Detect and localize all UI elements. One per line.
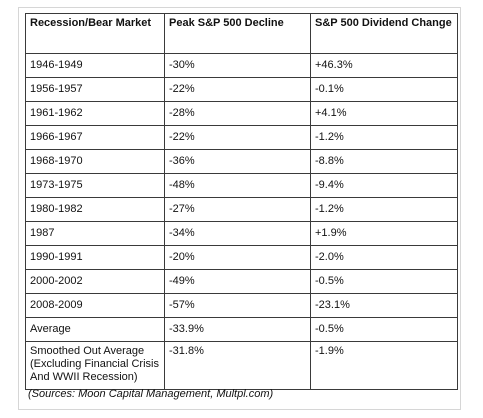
decline-cell: -30% [164,53,311,78]
decline-cell: -36% [164,149,311,174]
dividend-change-cell: +46.3% [310,53,458,78]
decline-cell: -22% [164,125,311,150]
period-cell: 1980-1982 [25,197,165,222]
dividend-change-cell: -9.4% [310,173,458,198]
table-row: 1968-1970 -36% -8.8% [25,149,458,174]
dividend-change-cell: +4.1% [310,101,458,126]
column-header-dividend-change: S&P 500 Dividend Change [310,13,458,54]
period-cell: 1987 [25,221,165,246]
decline-cell: -22% [164,77,311,102]
decline-cell: -48% [164,173,311,198]
table-row: 1980-1982 -27% -1.2% [25,197,458,222]
dividend-change-cell: -8.8% [310,149,458,174]
period-cell: 1956-1957 [25,77,165,102]
recession-dividend-table: Recession/Bear Market Peak S&P 500 Decli… [25,13,458,390]
column-header-peak-decline: Peak S&P 500 Decline [164,13,311,54]
table-row: 1987 -34% +1.9% [25,221,458,246]
table-row: 2008-2009 -57% -23.1% [25,293,458,318]
decline-cell: -28% [164,101,311,126]
table-row: 2000-2002 -49% -0.5% [25,269,458,294]
period-cell: Smoothed Out Average (Excluding Financia… [25,341,165,390]
dividend-change-cell: -1.9% [310,341,458,390]
column-header-recession: Recession/Bear Market [25,13,165,54]
table-row: 1956-1957 -22% -0.1% [25,77,458,102]
period-cell: 1946-1949 [25,53,165,78]
period-cell: 1968-1970 [25,149,165,174]
decline-cell: -34% [164,221,311,246]
decline-cell: -49% [164,269,311,294]
dividend-change-cell: -2.0% [310,245,458,270]
period-cell: 1966-1967 [25,125,165,150]
table-row-smoothed-average: Smoothed Out Average (Excluding Financia… [25,341,458,390]
dividend-change-cell: -23.1% [310,293,458,318]
table-row: 1946-1949 -30% +46.3% [25,53,458,78]
period-cell: 1973-1975 [25,173,165,198]
decline-cell: -57% [164,293,311,318]
period-cell: Average [25,317,165,342]
dividend-change-cell: -0.5% [310,269,458,294]
period-cell: 2000-2002 [25,269,165,294]
table-row: 1966-1967 -22% -1.2% [25,125,458,150]
table-row-average: Average -33.9% -0.5% [25,317,458,342]
dividend-change-cell: -0.5% [310,317,458,342]
dividend-change-cell: -0.1% [310,77,458,102]
dividend-change-cell: -1.2% [310,197,458,222]
dividend-change-cell: +1.9% [310,221,458,246]
period-cell: 1990-1991 [25,245,165,270]
decline-cell: -20% [164,245,311,270]
table-header-row: Recession/Bear Market Peak S&P 500 Decli… [25,13,458,54]
period-cell: 2008-2009 [25,293,165,318]
period-cell: 1961-1962 [25,101,165,126]
decline-cell: -31.8% [164,341,311,390]
table-row: 1961-1962 -28% +4.1% [25,101,458,126]
decline-cell: -33.9% [164,317,311,342]
source-note: (Sources: Moon Capital Management, Multp… [28,388,274,400]
table-row: 1990-1991 -20% -2.0% [25,245,458,270]
dividend-change-cell: -1.2% [310,125,458,150]
decline-cell: -27% [164,197,311,222]
table-row: 1973-1975 -48% -9.4% [25,173,458,198]
